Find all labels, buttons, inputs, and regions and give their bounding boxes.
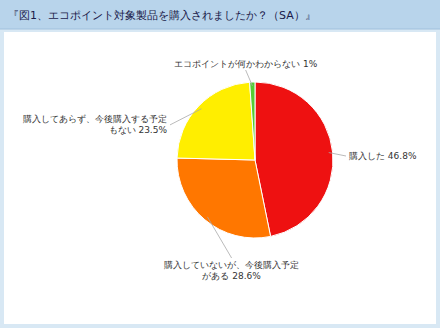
chart-title: 『図1、エコポイント対象製品を購入されましたか？（SA）』 bbox=[8, 9, 316, 22]
leader-lines bbox=[170, 70, 346, 258]
pie-slices bbox=[177, 82, 333, 238]
slice-label-line: 購入していないが、今後購入予定 bbox=[164, 260, 299, 270]
slice-label: 購入した 46.8% bbox=[349, 151, 417, 161]
slice-label: 購入してあらず、今後購入する予定もない 23.5% bbox=[23, 114, 167, 135]
pie-slice bbox=[177, 158, 271, 238]
slice-label-line: 購入した 46.8% bbox=[349, 151, 417, 161]
slice-label: エコポイントが何かわからない 1% bbox=[174, 59, 318, 69]
page-background bbox=[0, 0, 440, 328]
title-border bbox=[0, 29, 440, 30]
chart-area bbox=[4, 32, 436, 324]
slice-label-line: 購入してあらず、今後購入する予定 bbox=[23, 114, 167, 124]
pie-slice bbox=[250, 82, 255, 160]
leader-line bbox=[329, 153, 346, 156]
chart-container: 『図1、エコポイント対象製品を購入されましたか？（SA）』購入した 46.8%購… bbox=[0, 0, 440, 328]
leader-line bbox=[207, 217, 231, 258]
chart-svg: 『図1、エコポイント対象製品を購入されましたか？（SA）』購入した 46.8%購… bbox=[0, 0, 440, 328]
pie-slice bbox=[255, 82, 333, 236]
leader-line bbox=[246, 70, 253, 86]
pie-slice bbox=[177, 82, 255, 160]
slice-label-line: もない 23.5% bbox=[109, 125, 168, 135]
slice-label-line: エコポイントが何かわからない 1% bbox=[174, 59, 318, 69]
slice-label-line: がある 28.6% bbox=[202, 271, 261, 281]
title-band bbox=[0, 0, 440, 29]
leader-line bbox=[170, 109, 201, 125]
slice-labels: 購入した 46.8% 購入していないが、今後購入予定がある 28.6% 購入してあら… bbox=[23, 59, 417, 281]
slice-label: 購入していないが、今後購入予定がある 28.6% bbox=[164, 260, 299, 281]
